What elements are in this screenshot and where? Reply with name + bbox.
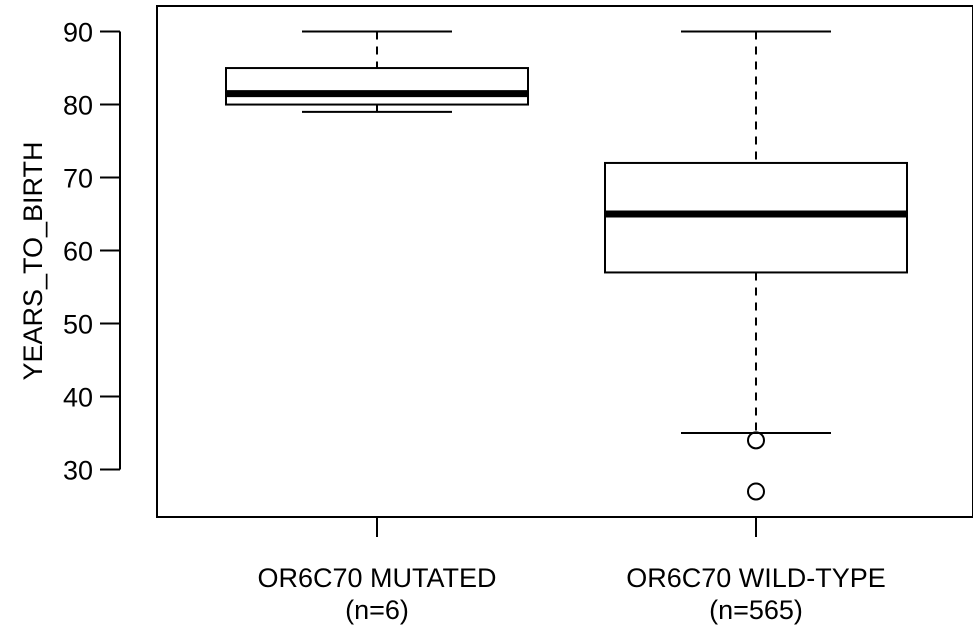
- y-tick-label: 80: [63, 91, 93, 121]
- y-tick-label: 40: [63, 383, 93, 413]
- y-tick-label: 30: [63, 456, 93, 486]
- box: [225, 67, 529, 106]
- boxes: [225, 30, 908, 501]
- x-tick-sublabel: (n=6): [345, 595, 409, 625]
- y-axis-label: YEARS_TO_BIRTH: [18, 141, 48, 380]
- y-tick-label: 70: [63, 164, 93, 194]
- y-tick-label: 60: [63, 237, 93, 267]
- y-axis: 30 40 50 60 70 80 90: [63, 18, 121, 486]
- box: [604, 161, 908, 274]
- x-tick-sublabel: (n=565): [709, 595, 803, 625]
- y-tick-label: 90: [63, 18, 93, 48]
- plot-frame: [156, 5, 973, 518]
- outlier-point: [747, 431, 765, 450]
- outlier-point: [747, 482, 765, 501]
- x-axis: OR6C70 MUTATED(n=6) OR6C70 WILD-TYPE(n=56…: [257, 517, 886, 625]
- box-group: [225, 30, 529, 113]
- x-tick-label: OR6C70 WILD-TYPE: [626, 563, 886, 593]
- box-group: [604, 30, 908, 501]
- x-tick-label: OR6C70 MUTATED: [257, 563, 496, 593]
- y-tick-label: 50: [63, 310, 93, 340]
